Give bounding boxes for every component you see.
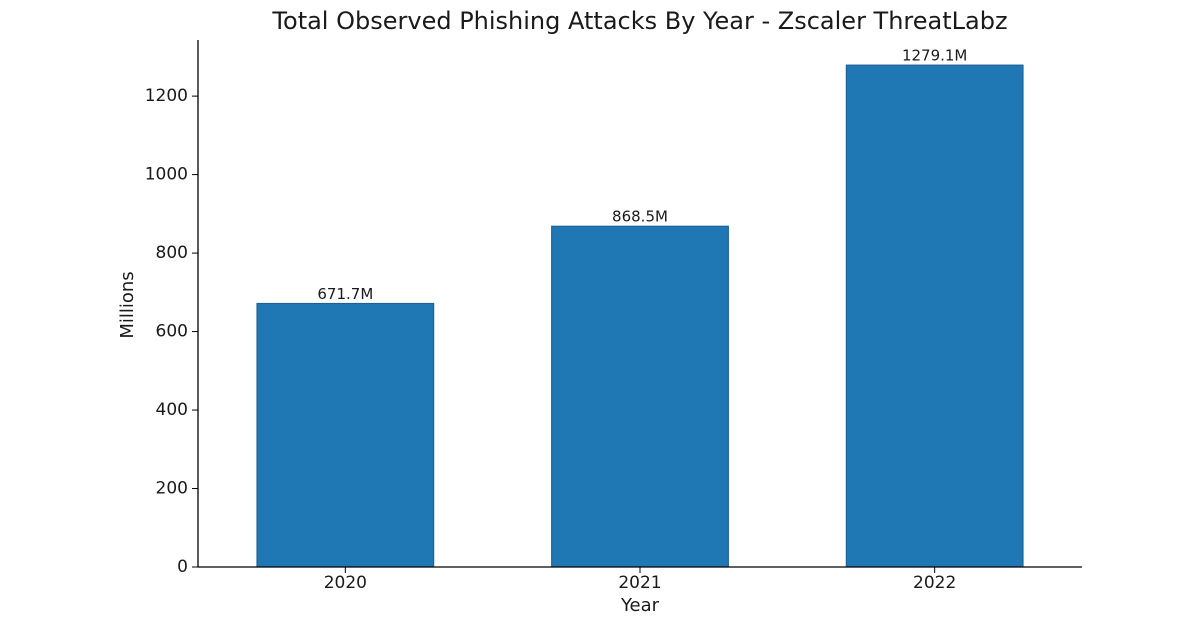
chart-title: Total Observed Phishing Attacks By Year …	[271, 7, 1007, 35]
y-tick-label: 1200	[145, 86, 188, 106]
value-label: 868.5M	[612, 208, 668, 226]
x-tick-label: 2022	[913, 573, 956, 593]
y-axis-label: Millions	[117, 271, 138, 338]
y-tick-label: 400	[156, 400, 188, 420]
y-tick-label: 800	[156, 243, 188, 263]
y-tick-label: 600	[156, 322, 188, 342]
y-tick-label: 0	[177, 557, 188, 577]
bar	[256, 302, 435, 568]
x-tick-label: 2021	[618, 573, 661, 593]
y-tick-label: 1000	[145, 165, 188, 185]
value-label: 1279.1M	[902, 47, 967, 65]
bar	[551, 225, 729, 568]
bar	[845, 64, 1024, 568]
x-axis-label: Year	[620, 595, 660, 616]
y-tick-label: 200	[156, 479, 188, 499]
x-tick-label: 2020	[324, 573, 367, 593]
value-label: 671.7M	[317, 285, 373, 303]
